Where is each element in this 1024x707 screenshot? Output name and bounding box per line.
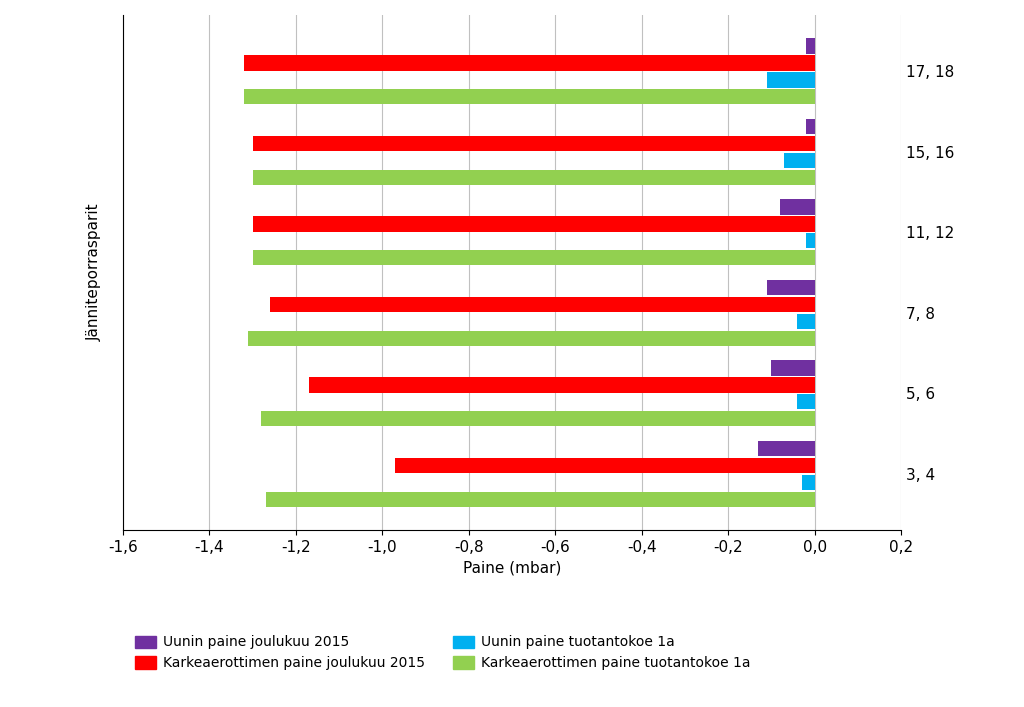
Bar: [244, 55, 815, 71]
Bar: [784, 153, 815, 168]
Bar: [780, 199, 815, 215]
Bar: [309, 378, 815, 392]
Bar: [244, 89, 815, 105]
Bar: [261, 411, 815, 426]
Bar: [270, 297, 815, 312]
Bar: [806, 233, 815, 248]
Bar: [767, 280, 815, 295]
Legend: Uunin paine joulukuu 2015, Karkeaerottimen paine joulukuu 2015, Uunin paine tuot: Uunin paine joulukuu 2015, Karkeaerottim…: [130, 630, 756, 676]
Y-axis label: Jänniteporrasparit: Jänniteporrasparit: [87, 204, 102, 341]
Bar: [253, 136, 815, 151]
Bar: [806, 38, 815, 54]
Bar: [253, 250, 815, 265]
Bar: [395, 457, 815, 473]
Bar: [248, 331, 815, 346]
Bar: [802, 474, 815, 490]
Bar: [253, 170, 815, 185]
Bar: [798, 395, 815, 409]
Bar: [771, 361, 815, 375]
Bar: [265, 491, 815, 507]
Bar: [759, 441, 815, 456]
Bar: [253, 216, 815, 232]
X-axis label: Paine (mbar): Paine (mbar): [463, 561, 561, 575]
Bar: [798, 314, 815, 329]
Bar: [767, 72, 815, 88]
Bar: [806, 119, 815, 134]
